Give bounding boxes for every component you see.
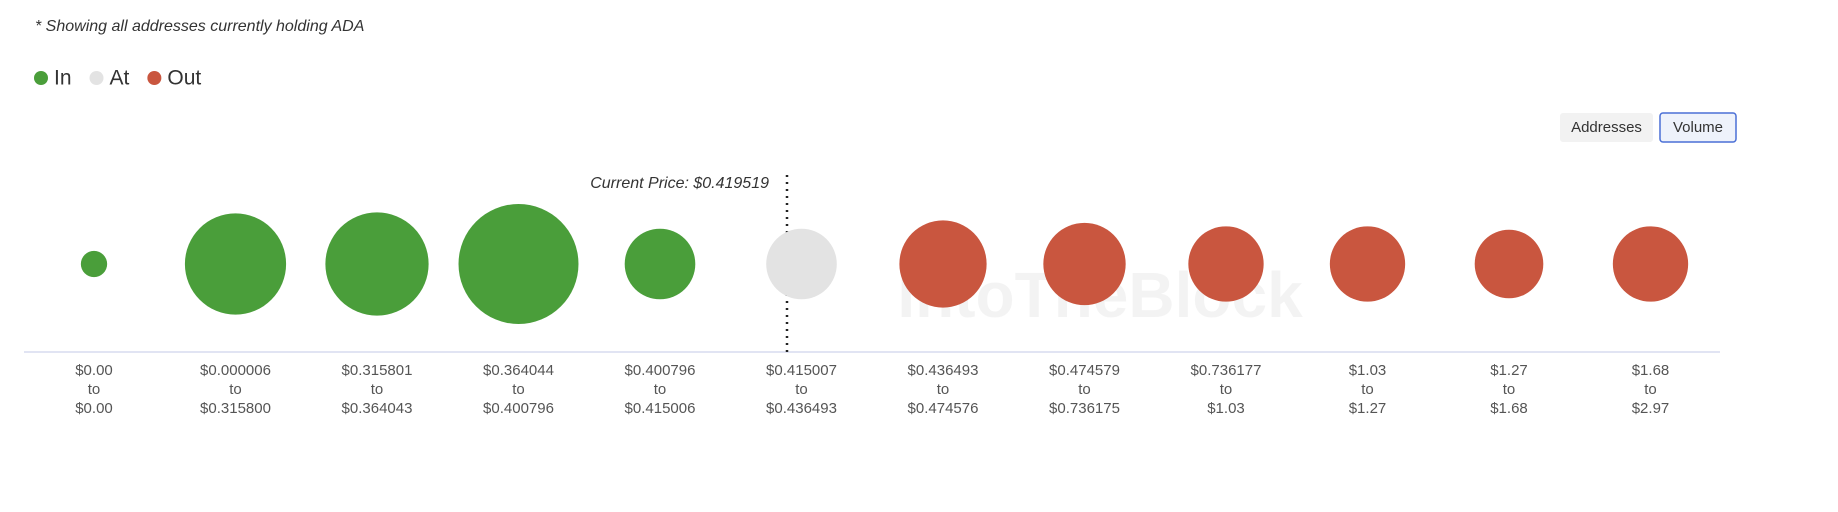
bubble	[1043, 222, 1126, 306]
legend-swatch	[34, 71, 48, 85]
x-tick-label: $1.03	[1349, 362, 1387, 379]
bubble	[1612, 226, 1689, 302]
x-tick-label: $1.27	[1349, 400, 1387, 417]
x-tick-label: $0.364044	[483, 362, 554, 379]
legend-label: At	[110, 67, 130, 90]
legend-swatch	[89, 71, 104, 85]
bubble	[1188, 226, 1264, 302]
x-tick-label: $0.415007	[766, 362, 837, 379]
x-tick-label: $0.400796	[483, 400, 554, 417]
x-tick-label: $1.27	[1490, 362, 1528, 379]
bubble	[184, 213, 287, 315]
x-tick-label: $0.00	[75, 400, 113, 417]
bubble	[766, 228, 837, 300]
x-tick-label: to	[512, 381, 525, 398]
x-tick-label: to	[795, 381, 808, 398]
legend-label: Out	[167, 67, 201, 90]
x-tick-label: $1.03	[1207, 400, 1245, 417]
legend-label: In	[54, 67, 72, 90]
x-tick-label: $0.474579	[1049, 362, 1120, 379]
x-tick-label: $0.736177	[1191, 362, 1262, 379]
x-tick-label: $0.364043	[342, 400, 413, 417]
toggle-button[interactable]	[1659, 112, 1737, 143]
x-tick-label: $0.00	[75, 362, 113, 379]
bubble	[1474, 229, 1544, 299]
x-tick-label: $0.474576	[908, 400, 979, 417]
bubble	[458, 204, 579, 324]
bubble	[899, 220, 987, 308]
x-tick-label: $0.315800	[200, 400, 271, 417]
x-tick-label: to	[937, 381, 950, 398]
x-tick-label: to	[1220, 381, 1233, 398]
note: * Showing all addresses currently holdin…	[35, 18, 364, 35]
x-tick-label: to	[1644, 381, 1657, 398]
bubble	[1329, 226, 1406, 302]
x-tick-label: to	[229, 381, 242, 398]
bubble	[624, 228, 696, 300]
x-tick-label: to	[371, 381, 384, 398]
x-tick-label: $0.315801	[342, 362, 413, 379]
x-tick-label: $0.415006	[625, 400, 696, 417]
x-tick-label: $2.97	[1632, 400, 1670, 417]
x-tick-label: $0.436493	[766, 400, 837, 417]
bubble	[325, 212, 429, 316]
current-price-label: Current Price: $0.419519	[590, 175, 769, 192]
x-tick-label: $0.736175	[1049, 400, 1120, 417]
x-tick-label: $0.436493	[908, 362, 979, 379]
x-tick-label: to	[1503, 381, 1516, 398]
x-tick-label: to	[88, 381, 101, 398]
bubble	[80, 250, 108, 278]
toggle-button-label[interactable]: Addresses	[1571, 119, 1642, 136]
x-tick-label: to	[1361, 381, 1374, 398]
x-tick-label: $0.000006	[200, 362, 271, 379]
x-tick-label: $0.400796	[625, 362, 696, 379]
x-tick-label: $1.68	[1632, 362, 1670, 379]
legend-swatch	[147, 71, 162, 85]
x-tick-label: to	[1078, 381, 1091, 398]
toggle-button[interactable]	[1560, 113, 1653, 142]
toggle-button-label[interactable]: Volume	[1673, 119, 1723, 136]
x-tick-label: to	[654, 381, 667, 398]
x-tick-label: $1.68	[1490, 400, 1528, 417]
